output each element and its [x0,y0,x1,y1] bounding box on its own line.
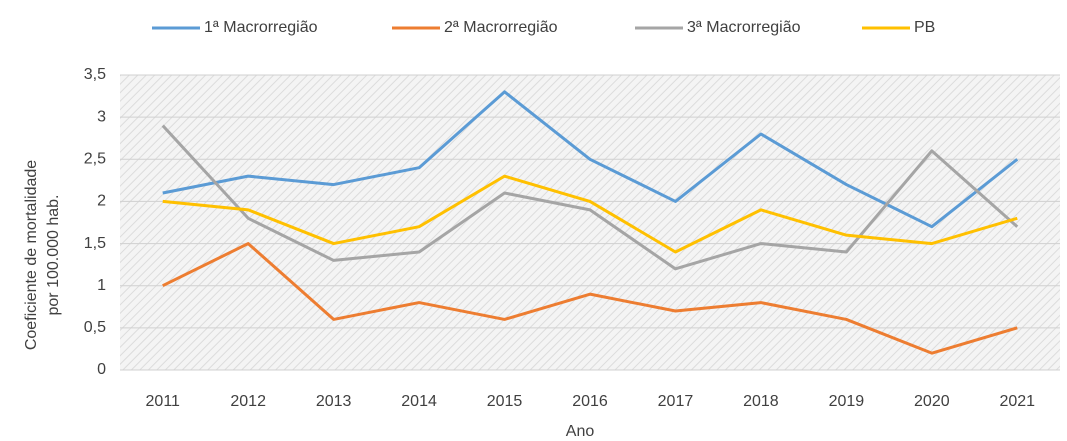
x-tick-label: 2016 [572,393,608,410]
y-tick-label: 2 [97,193,106,210]
x-tick-label: 2021 [999,393,1035,410]
y-tick-label: 0 [97,361,106,378]
legend-label: 1ª Macrorregião [204,19,318,36]
y-tick-label: 0,5 [84,319,106,336]
x-tick-label: 2013 [316,393,352,410]
y-axis-label: Coeficiente de mortalidade [23,160,40,350]
x-tick-label: 2017 [658,393,694,410]
series-line [161,124,1019,271]
x-tick-label: 2014 [401,393,437,410]
series-line [162,242,1018,355]
series-line [162,90,1019,229]
y-axis-label: por 100.000 hab. [45,195,62,316]
series-line [162,174,1018,254]
y-tick-label: 3,5 [84,66,106,83]
y-tick-label: 3 [97,108,106,125]
x-axis-label: Ano [566,423,595,440]
x-tick-label: 2011 [146,393,181,410]
legend-label: 3ª Macrorregião [687,19,801,36]
x-tick-label: 2012 [230,393,266,410]
y-tick-label: 1 [97,277,106,294]
x-tick-label: 2019 [829,393,865,410]
y-tick-label: 2,5 [84,151,106,168]
legend-label: 2ª Macrorregião [444,19,558,36]
x-tick-label: 2020 [914,393,950,410]
x-tick-label: 2015 [487,393,523,410]
y-tick-label: 1,5 [84,235,106,252]
x-tick-label: 2018 [743,393,779,410]
legend-label: PB [914,19,935,36]
plot-area [120,75,1060,370]
